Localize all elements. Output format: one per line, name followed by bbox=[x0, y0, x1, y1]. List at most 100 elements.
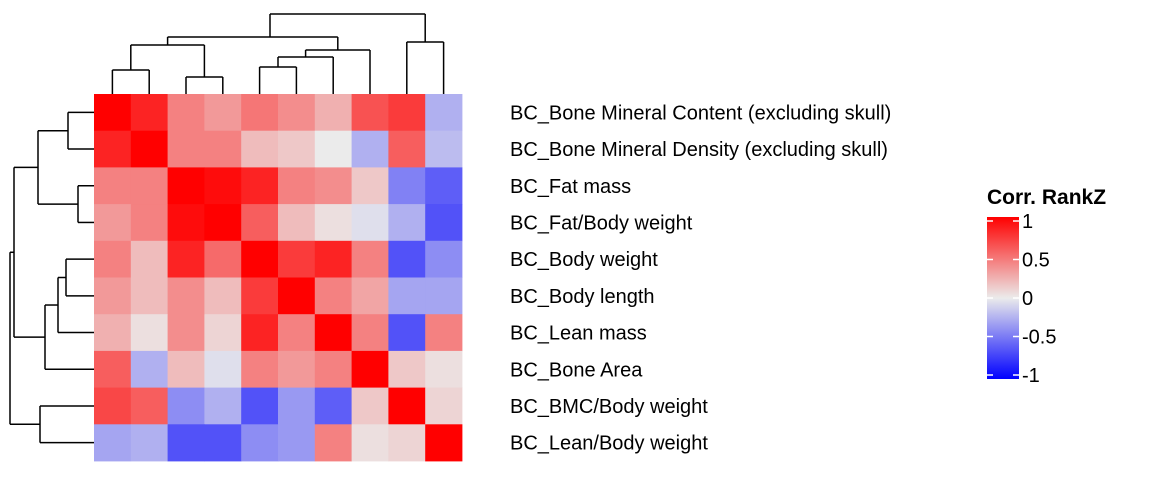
heatmap-cell bbox=[241, 130, 279, 168]
heatmap-cell bbox=[204, 240, 242, 278]
heatmap-cell bbox=[241, 204, 279, 242]
heatmap-cell bbox=[351, 94, 389, 132]
heatmap-cell bbox=[241, 314, 279, 352]
heatmap-cell bbox=[388, 277, 426, 315]
heatmap-cell bbox=[314, 204, 352, 242]
row-label: BC_Bone Mineral Density (excluding skull… bbox=[510, 139, 888, 161]
heatmap-cell bbox=[388, 350, 426, 388]
heatmap-cell bbox=[278, 424, 316, 462]
heatmap-cell bbox=[278, 94, 316, 132]
heatmap-cell bbox=[167, 350, 205, 388]
heatmap-cells bbox=[94, 94, 463, 462]
heatmap-cell bbox=[204, 167, 242, 205]
heatmap-cell bbox=[388, 387, 426, 425]
heatmap-cell bbox=[351, 277, 389, 315]
heatmap-cell bbox=[388, 167, 426, 205]
heatmap-cell bbox=[130, 167, 168, 205]
heatmap-cell bbox=[425, 204, 463, 242]
heatmap-cell bbox=[351, 387, 389, 425]
row-label: BC_Fat/Body weight bbox=[510, 213, 693, 235]
heatmap-cell bbox=[388, 424, 426, 462]
heatmap-cell bbox=[425, 424, 463, 462]
heatmap-cell bbox=[130, 204, 168, 242]
heatmap-cell bbox=[351, 167, 389, 205]
heatmap-cell bbox=[130, 130, 168, 168]
heatmap-cell bbox=[388, 94, 426, 132]
heatmap-cell bbox=[241, 387, 279, 425]
heatmap-cell bbox=[351, 130, 389, 168]
heatmap-cell bbox=[241, 94, 279, 132]
heatmap-cell bbox=[204, 204, 242, 242]
heatmap-cell bbox=[278, 277, 316, 315]
row-label: BC_Bone Area bbox=[510, 359, 643, 381]
heatmap-cell bbox=[351, 204, 389, 242]
heatmap-cell bbox=[425, 167, 463, 205]
heatmap-cell bbox=[94, 314, 132, 352]
heatmap-cell bbox=[167, 204, 205, 242]
heatmap-cell bbox=[94, 350, 132, 388]
row-label: BC_Body weight bbox=[510, 249, 658, 271]
column-dendrogram bbox=[111, 13, 445, 94]
heatmap-cell bbox=[425, 130, 463, 168]
row-label: BC_Bone Mineral Content (excluding skull… bbox=[510, 102, 891, 124]
heatmap-cell bbox=[278, 240, 316, 278]
heatmap-cell bbox=[130, 424, 168, 462]
row-label: BC_Lean/Body weight bbox=[510, 433, 708, 455]
heatmap-cell bbox=[94, 167, 132, 205]
heatmap-cell bbox=[351, 314, 389, 352]
heatmap-cell bbox=[314, 240, 352, 278]
heatmap-cell bbox=[94, 424, 132, 462]
legend-tick-label: -1 bbox=[1022, 365, 1040, 387]
heatmap-cell bbox=[388, 314, 426, 352]
heatmap-cell bbox=[425, 277, 463, 315]
heatmap-cell bbox=[167, 424, 205, 462]
row-dendrogram bbox=[9, 111, 94, 444]
heatmap-cell bbox=[204, 277, 242, 315]
heatmap-cell bbox=[94, 240, 132, 278]
legend-tick-label: 0 bbox=[1022, 288, 1033, 310]
legend-tick-label: 0.5 bbox=[1022, 250, 1050, 272]
row-labels: BC_Bone Mineral Content (excluding skull… bbox=[510, 102, 891, 454]
heatmap-cell bbox=[167, 130, 205, 168]
heatmap-cell bbox=[94, 277, 132, 315]
heatmap-cell bbox=[130, 387, 168, 425]
heatmap-cell bbox=[204, 130, 242, 168]
row-label: BC_Fat mass bbox=[510, 176, 631, 198]
heatmap-cell bbox=[204, 387, 242, 425]
heatmap-cell bbox=[278, 130, 316, 168]
legend-tick-label: 1 bbox=[1022, 211, 1033, 233]
heatmap-cell bbox=[130, 277, 168, 315]
heatmap-cell bbox=[94, 94, 132, 132]
heatmap-cell bbox=[388, 130, 426, 168]
heatmap-cell bbox=[241, 167, 279, 205]
heatmap-cell bbox=[130, 240, 168, 278]
legend-ticks: 1 0.5 0 -0.5 -1 bbox=[987, 211, 1056, 387]
heatmap-cell bbox=[314, 94, 352, 132]
heatmap-cell bbox=[167, 94, 205, 132]
heatmap-cell bbox=[241, 277, 279, 315]
heatmap-cell bbox=[130, 314, 168, 352]
heatmap-cell bbox=[278, 350, 316, 388]
heatmap-cell bbox=[167, 387, 205, 425]
row-label: BC_BMC/Body weight bbox=[510, 396, 708, 418]
heatmap-cell bbox=[351, 350, 389, 388]
heatmap-cell bbox=[204, 94, 242, 132]
heatmap-cell bbox=[314, 387, 352, 425]
row-label: BC_Body length bbox=[510, 286, 655, 308]
heatmap-cell bbox=[241, 240, 279, 278]
heatmap-cell bbox=[130, 94, 168, 132]
heatmap-cell bbox=[278, 167, 316, 205]
heatmap-cell bbox=[167, 167, 205, 205]
heatmap-cell bbox=[425, 314, 463, 352]
heatmap-cell bbox=[278, 387, 316, 425]
heatmap-cell bbox=[278, 204, 316, 242]
heatmap-cell bbox=[241, 424, 279, 462]
heatmap-cell bbox=[351, 240, 389, 278]
heatmap-cell bbox=[314, 130, 352, 168]
heatmap-cell bbox=[241, 350, 279, 388]
heatmap-cell bbox=[425, 240, 463, 278]
heatmap-cell bbox=[314, 277, 352, 315]
heatmap-cell bbox=[314, 167, 352, 205]
